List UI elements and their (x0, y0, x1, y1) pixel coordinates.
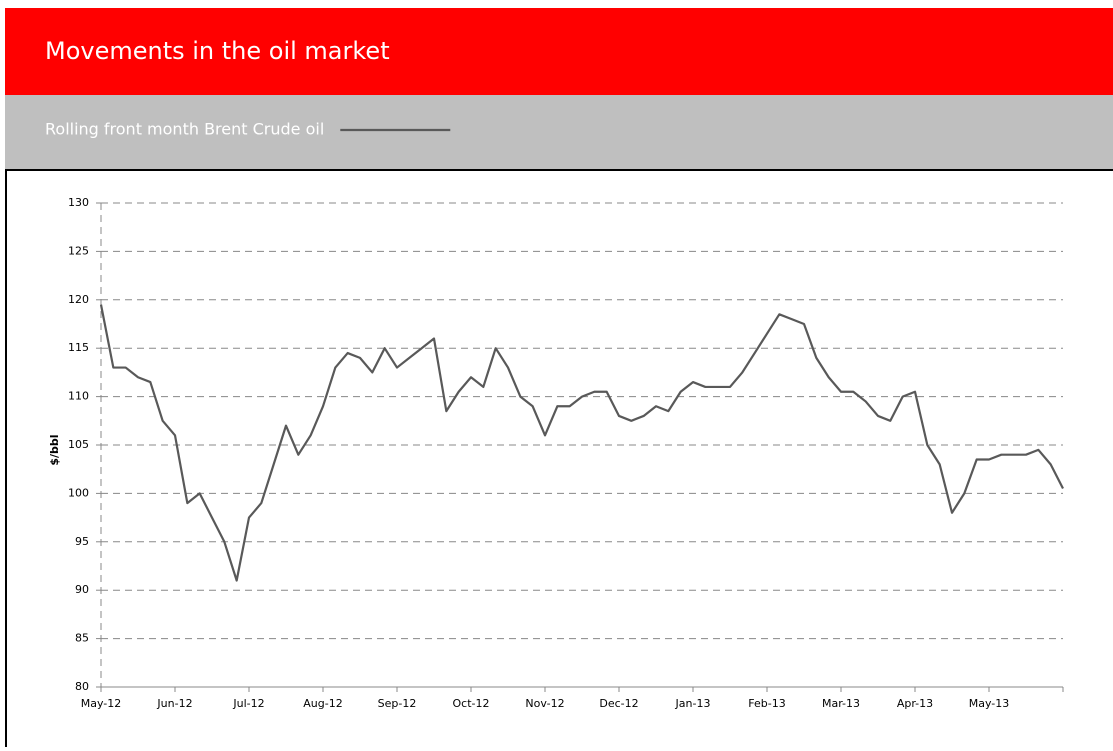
y-tick-label: 95 (75, 535, 89, 548)
x-tick-label: Aug-12 (303, 697, 342, 710)
data-line (99, 304, 1064, 582)
y-tick-label: 90 (75, 583, 89, 596)
y-tick-label: 120 (68, 293, 89, 306)
y-tick-label: 85 (75, 632, 89, 645)
y-tick-label: 110 (68, 390, 89, 403)
y-axis-label: $/bbl (48, 434, 61, 465)
header-band (5, 8, 1113, 95)
x-tick-label: Jul-12 (232, 697, 264, 710)
x-tick-label: Jun-12 (156, 697, 192, 710)
x-tick-label: Jan-13 (675, 697, 711, 710)
x-tick-label: Mar-13 (822, 697, 860, 710)
y-tick-label: 130 (68, 196, 89, 209)
x-tick-label: Sep-12 (378, 697, 417, 710)
x-tick-label: Dec-12 (599, 697, 638, 710)
y-tick-label: 80 (75, 680, 89, 693)
y-tick-label: 100 (68, 486, 89, 499)
y-tick-label: 125 (68, 244, 89, 257)
legend-band (5, 95, 1113, 170)
chart-title: Movements in the oil market (45, 37, 390, 65)
x-tick-label: Apr-13 (897, 697, 933, 710)
y-tick-label: 105 (68, 438, 89, 451)
legend-label: Rolling front month Brent Crude oil (45, 120, 324, 139)
x-tick-label: Nov-12 (525, 697, 564, 710)
x-tick-label: Feb-13 (748, 697, 785, 710)
x-tick-label: May-12 (81, 697, 122, 710)
y-tick-label: 115 (68, 341, 89, 354)
x-tick-label: May-13 (969, 697, 1010, 710)
x-tick-label: Oct-12 (453, 697, 490, 710)
